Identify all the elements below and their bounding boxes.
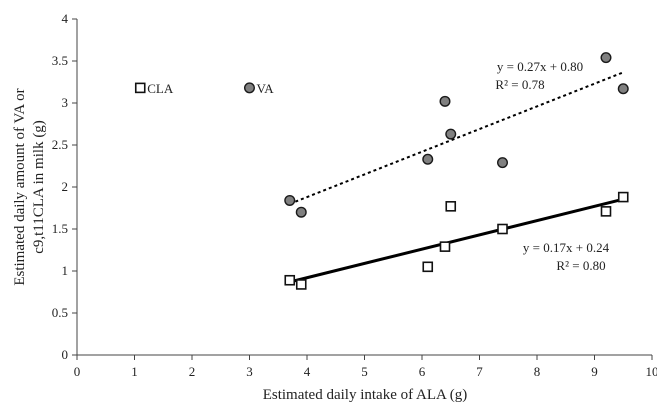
x-tick-label: 3 <box>246 364 253 379</box>
x-tick-label: 0 <box>74 364 81 379</box>
legend-label-va: VA <box>257 81 275 96</box>
point-va <box>600 52 612 64</box>
x-tick-label: 2 <box>189 364 196 379</box>
point-cla <box>617 191 629 203</box>
point-cla <box>284 274 296 286</box>
y-axis-title-line-2: c9,t11CLA in milk (g) <box>31 120 47 254</box>
y-tick-label: 0 <box>62 347 69 362</box>
plot-area: 0 0.5 1 1.5 2 2.5 3 3.5 4 0 1 2 3 4 5 6 7 8 9 10 CLA VA y = 0.… <box>52 11 657 379</box>
y-axis-title-line-1: Estimated daily amount of VA or <box>12 88 28 285</box>
trendline-cla <box>289 197 624 284</box>
y-tick-label: 1 <box>62 263 69 278</box>
point-cla <box>295 279 307 290</box>
point-va <box>617 83 629 95</box>
point-va <box>284 194 296 206</box>
y-tick-label: 0.5 <box>52 305 68 320</box>
legend-marker-va <box>243 82 255 94</box>
y-tick-label: 2 <box>62 179 69 194</box>
legend-marker-cla <box>134 82 146 94</box>
point-cla <box>439 241 451 252</box>
y-tick-label: 2.5 <box>52 137 68 152</box>
y-tick-label: 1.5 <box>52 221 68 236</box>
cla-equation: y = 0.17x + 0.24 <box>523 240 610 255</box>
x-tick-label: 10 <box>646 364 657 379</box>
point-va <box>295 206 307 218</box>
x-tick-label: 8 <box>534 364 541 379</box>
point-va <box>445 128 457 140</box>
x-tick-label: 1 <box>131 364 138 379</box>
y-tick-label: 4 <box>62 11 69 26</box>
x-tick-label: 4 <box>304 364 311 379</box>
x-tick-label: 5 <box>361 364 368 379</box>
legend-label-cla: CLA <box>147 81 174 96</box>
trendline-va <box>289 71 624 205</box>
x-tick-label: 9 <box>591 364 598 379</box>
point-cla <box>422 261 434 273</box>
y-tick-label: 3 <box>62 95 69 110</box>
point-cla <box>600 206 612 217</box>
va-r-squared: R² = 0.78 <box>495 77 544 92</box>
x-tick-label: 7 <box>476 364 483 379</box>
point-va <box>439 95 451 107</box>
va-equation: y = 0.27x + 0.80 <box>497 59 583 74</box>
point-va <box>422 153 434 165</box>
cla-r-squared: R² = 0.80 <box>556 258 605 273</box>
point-cla <box>445 201 457 212</box>
point-cla <box>497 223 508 235</box>
x-axis-title: Estimated daily intake of ALA (g) <box>263 387 468 403</box>
point-va <box>497 157 509 169</box>
y-tick-label: 3.5 <box>52 53 68 68</box>
x-tick-label: 6 <box>419 364 426 379</box>
